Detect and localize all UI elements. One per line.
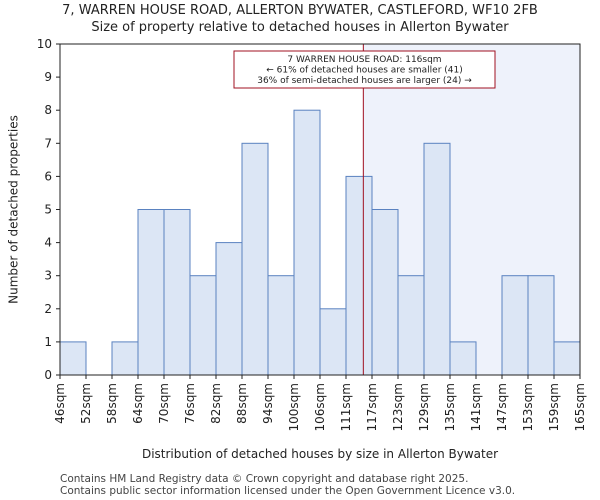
- x-tick-label-159sqm: 159sqm: [547, 383, 561, 431]
- x-tick-label-106sqm: 106sqm: [313, 383, 327, 431]
- chart-subtitle: Size of property relative to detached ho…: [91, 20, 509, 35]
- bar-88sqm: [241, 142, 269, 376]
- bars-group: [59, 109, 581, 376]
- bar-94sqm: [267, 275, 295, 376]
- y-axis-label: Number of detached properties: [7, 115, 21, 304]
- footer-line-2: Contains public sector information licen…: [60, 485, 516, 497]
- bar-159sqm: [553, 341, 581, 376]
- x-tick-label-58sqm: 58sqm: [105, 383, 119, 424]
- bar-153sqm: [527, 275, 555, 376]
- bar-111sqm: [345, 175, 373, 376]
- bar-129sqm: [423, 142, 451, 376]
- bar-82sqm: [215, 242, 243, 376]
- x-tick-label-76sqm: 76sqm: [183, 383, 197, 424]
- x-tick-label-153sqm: 153sqm: [521, 383, 535, 431]
- annotation-box: [233, 50, 496, 89]
- bar-100sqm: [293, 109, 321, 376]
- y-tick-label: 5: [44, 203, 52, 217]
- x-tick-label-147sqm: 147sqm: [495, 383, 509, 431]
- y-tick-label: 7: [44, 136, 52, 150]
- x-tick-label-165sqm: 165sqm: [573, 383, 587, 431]
- x-tick-label-70sqm: 70sqm: [157, 383, 171, 424]
- y-tick-label: 2: [44, 302, 52, 316]
- x-tick-label-111sqm: 111sqm: [339, 383, 353, 431]
- bar-46sqm: [59, 341, 87, 376]
- y-tick-label: 6: [44, 169, 52, 183]
- y-tick-label: 3: [44, 269, 52, 283]
- bar-76sqm: [189, 275, 217, 376]
- x-tick-label-82sqm: 82sqm: [209, 383, 223, 424]
- bar-135sqm: [449, 341, 477, 376]
- x-tick-label-123sqm: 123sqm: [391, 383, 405, 431]
- property-annotation: 7 WARREN HOUSE ROAD: 116sqm ← 61% of det…: [233, 50, 496, 89]
- x-tick-label-117sqm: 117sqm: [365, 383, 379, 431]
- y-axis-ticks: 0 1 2 3 4 5 6 7 8 9 10: [37, 37, 60, 382]
- bar-58sqm: [111, 341, 139, 376]
- x-axis-ticks: 46sqm 52sqm 58sqm 64sqm 70sqm 76sqm 82sqm 88sqm…: [53, 375, 587, 431]
- annotation-line-1: 7 WARREN HOUSE ROAD: 116sqm: [287, 55, 441, 65]
- x-tick-label-64sqm: 64sqm: [131, 383, 145, 424]
- y-tick-label: 1: [44, 335, 52, 349]
- x-tick-label-135sqm: 135sqm: [443, 383, 457, 431]
- bar-123sqm: [397, 275, 425, 376]
- bar-70sqm: [163, 209, 191, 376]
- bar-147sqm: [501, 275, 529, 376]
- x-tick-label-129sqm: 129sqm: [417, 383, 431, 431]
- chart-title: 7, WARREN HOUSE ROAD, ALLERTON BYWATER, …: [62, 3, 538, 18]
- footer-line-1: Contains HM Land Registry data © Crown c…: [60, 473, 469, 485]
- x-tick-label-94sqm: 94sqm: [261, 383, 275, 424]
- bar-117sqm: [371, 209, 399, 376]
- x-tick-label-52sqm: 52sqm: [79, 383, 93, 424]
- x-tick-label-100sqm: 100sqm: [287, 383, 301, 431]
- y-tick-label: 9: [44, 70, 52, 84]
- y-tick-label: 8: [44, 103, 52, 117]
- x-tick-label-141sqm: 141sqm: [469, 383, 483, 431]
- x-tick-label-88sqm: 88sqm: [235, 383, 249, 424]
- y-tick-label: 4: [44, 236, 52, 250]
- x-axis-label: Distribution of detached houses by size …: [142, 447, 498, 461]
- x-tick-label-46sqm: 46sqm: [53, 383, 67, 424]
- bar-106sqm: [319, 308, 347, 376]
- annotation-line-2: ← 61% of detached houses are smaller (41…: [266, 66, 463, 76]
- y-tick-label: 0: [44, 368, 52, 382]
- histogram-chart: 0 1 2 3 4 5 6 7 8 9 10 46sqm 52sqm 58sqm 64sqm 70sqm 76…: [7, 37, 588, 461]
- annotation-line-3: 36% of semi-detached houses are larger (…: [257, 76, 472, 86]
- y-tick-label: 10: [37, 37, 52, 51]
- bar-64sqm: [137, 209, 165, 376]
